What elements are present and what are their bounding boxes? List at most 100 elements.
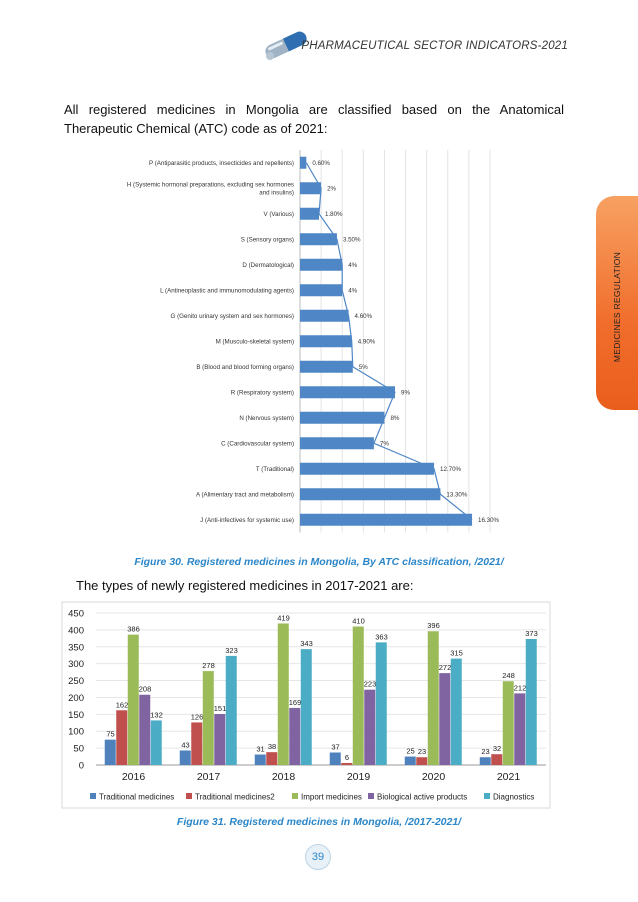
column-bar bbox=[439, 673, 451, 765]
column-bar bbox=[214, 713, 226, 765]
bar bbox=[300, 411, 385, 424]
y-tick-label: 150 bbox=[68, 710, 84, 721]
data-label: 37 bbox=[331, 743, 339, 752]
data-label: 126 bbox=[191, 712, 204, 721]
data-label: 75 bbox=[106, 730, 114, 739]
data-label: 5% bbox=[359, 364, 368, 371]
column-bar bbox=[300, 649, 312, 765]
data-label: 363 bbox=[375, 632, 388, 641]
header-title: PHARMACEUTICAL SECTOR INDICATORS-2021 bbox=[301, 40, 568, 52]
bar bbox=[300, 156, 307, 169]
column-bar bbox=[104, 739, 116, 765]
bar bbox=[300, 386, 395, 399]
data-label: 1.80% bbox=[325, 211, 343, 218]
data-label: 4.60% bbox=[355, 313, 373, 320]
category-label: C (Cardiovascular system) bbox=[221, 440, 294, 447]
y-tick-label: 350 bbox=[68, 642, 84, 653]
bar bbox=[300, 488, 441, 501]
category-label: J (Anti-infectives for systemic use) bbox=[200, 517, 294, 524]
data-label: 23 bbox=[481, 747, 489, 756]
figure-30-caption: Figure 30. Registered medicines in Mongo… bbox=[134, 556, 504, 568]
category-label: P (Antiparasitic products, insecticides … bbox=[149, 160, 294, 167]
intro-paragraph: All registered medicines in Mongolia are… bbox=[64, 102, 564, 136]
category-label: T (Traditional) bbox=[256, 466, 294, 473]
data-label: 343 bbox=[300, 639, 313, 648]
legend-label: Biological active products bbox=[377, 793, 467, 802]
data-label: 4.90% bbox=[358, 338, 376, 345]
page-number: 39 bbox=[305, 844, 331, 870]
data-label: 9% bbox=[401, 389, 410, 396]
data-label: 6 bbox=[345, 753, 349, 762]
column-bar bbox=[150, 720, 162, 765]
data-label: 32 bbox=[493, 744, 501, 753]
bar bbox=[300, 182, 322, 195]
data-label: 212 bbox=[514, 683, 527, 692]
data-label: 43 bbox=[181, 740, 189, 749]
data-label: 278 bbox=[202, 661, 215, 670]
data-label: 208 bbox=[139, 685, 152, 694]
bar bbox=[300, 462, 435, 475]
category-label: V (Various) bbox=[264, 211, 295, 218]
legend-swatch bbox=[368, 793, 374, 799]
column-bar bbox=[116, 710, 128, 765]
bar bbox=[300, 233, 337, 246]
y-tick-label: 100 bbox=[68, 727, 84, 738]
data-label: 8% bbox=[390, 415, 399, 422]
data-label: 38 bbox=[268, 742, 276, 751]
figure-31-caption: Figure 31. Registered medicines in Mongo… bbox=[176, 816, 462, 828]
data-label: 272 bbox=[439, 663, 452, 672]
column-bar bbox=[375, 642, 387, 765]
column-bar bbox=[341, 762, 353, 765]
category-label: 2017 bbox=[197, 771, 221, 783]
column-bar bbox=[225, 655, 237, 765]
category-label: 2018 bbox=[272, 771, 296, 783]
category-label: M (Musculo-skeletal system) bbox=[216, 338, 294, 345]
data-label: 23 bbox=[418, 747, 426, 756]
category-label: A (Alimentary tract and metabolism) bbox=[196, 491, 294, 498]
data-label: 7% bbox=[380, 440, 389, 447]
legend-swatch bbox=[292, 793, 298, 799]
atc-bar-chart: 0.00%2.00%4.00%6.00%8.00%10.00%12.00%14.… bbox=[127, 150, 500, 533]
column-bar bbox=[127, 634, 139, 765]
category-label: 2021 bbox=[497, 771, 521, 783]
column-bar bbox=[479, 757, 491, 765]
data-label: 16.30% bbox=[478, 517, 499, 524]
data-label: 13.30% bbox=[446, 491, 467, 498]
bar bbox=[300, 437, 374, 450]
data-label: 4% bbox=[348, 262, 357, 269]
column-bar bbox=[525, 639, 537, 765]
y-tick-label: 400 bbox=[68, 625, 84, 636]
legend-label: Import medicines bbox=[301, 793, 362, 802]
column-bar bbox=[191, 722, 203, 765]
legend-label: Diagnostics bbox=[493, 793, 534, 802]
data-label: 410 bbox=[352, 617, 365, 626]
data-label: 169 bbox=[289, 698, 302, 707]
column-bar bbox=[491, 754, 503, 765]
legend-label: Traditional medicines bbox=[99, 793, 174, 802]
data-label: 248 bbox=[502, 671, 515, 680]
data-label: 323 bbox=[225, 646, 238, 655]
y-tick-label: 300 bbox=[68, 659, 84, 670]
category-label: B (Blood and blood forming organs) bbox=[196, 364, 294, 371]
y-tick-label: 200 bbox=[68, 693, 84, 704]
data-label: 151 bbox=[214, 704, 227, 713]
y-tick-label: 50 bbox=[73, 744, 84, 755]
legend-swatch bbox=[90, 793, 96, 799]
section-subtitle: The types of newly registered medicines … bbox=[76, 578, 414, 593]
capsule-icon bbox=[265, 31, 307, 60]
column-bar bbox=[289, 707, 301, 765]
y-tick-label: 450 bbox=[68, 609, 84, 620]
bar bbox=[300, 335, 352, 348]
bar bbox=[300, 207, 319, 220]
data-label: 386 bbox=[127, 625, 140, 634]
legend-swatch bbox=[484, 793, 490, 799]
data-label: 0.60% bbox=[312, 160, 330, 167]
data-label: 4% bbox=[348, 287, 357, 294]
column-bar bbox=[514, 693, 526, 765]
y-tick-label: 250 bbox=[68, 676, 84, 687]
data-label: 2% bbox=[327, 185, 336, 192]
registered-medicines-column-chart: 0501001502002503003504004507516238620813… bbox=[61, 601, 551, 809]
data-label: 31 bbox=[256, 745, 264, 754]
legend-swatch bbox=[186, 793, 192, 799]
